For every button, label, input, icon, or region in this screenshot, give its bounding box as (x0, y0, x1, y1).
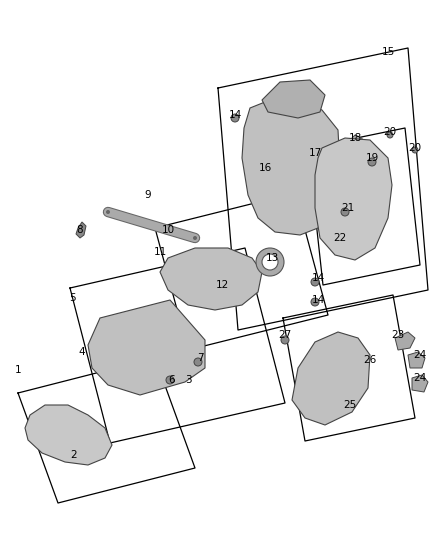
Circle shape (106, 210, 110, 214)
Text: 24: 24 (413, 373, 427, 383)
Circle shape (412, 147, 418, 153)
Polygon shape (348, 135, 362, 158)
Polygon shape (262, 80, 325, 118)
Text: 12: 12 (215, 280, 229, 290)
Text: 26: 26 (364, 355, 377, 365)
Circle shape (341, 208, 349, 216)
Text: 14: 14 (311, 273, 325, 283)
Text: 1: 1 (15, 365, 21, 375)
Text: 10: 10 (162, 225, 175, 235)
Circle shape (256, 248, 284, 276)
Text: 25: 25 (343, 400, 357, 410)
Polygon shape (76, 222, 86, 238)
Text: 6: 6 (169, 375, 175, 385)
Circle shape (387, 132, 393, 138)
Text: 13: 13 (265, 253, 279, 263)
Text: 8: 8 (77, 225, 83, 235)
Polygon shape (88, 300, 205, 395)
Text: 11: 11 (153, 247, 166, 257)
Text: 9: 9 (145, 190, 151, 200)
Text: 17: 17 (308, 148, 321, 158)
Circle shape (311, 278, 319, 286)
Polygon shape (25, 405, 112, 465)
Text: 4: 4 (79, 347, 85, 357)
Circle shape (231, 114, 239, 122)
Text: 20: 20 (383, 127, 396, 137)
Text: 21: 21 (341, 203, 355, 213)
Circle shape (194, 358, 202, 366)
Text: 3: 3 (185, 375, 191, 385)
Text: 14: 14 (311, 295, 325, 305)
Text: 20: 20 (409, 143, 421, 153)
Polygon shape (412, 375, 428, 392)
Text: 27: 27 (279, 330, 292, 340)
Polygon shape (292, 332, 370, 425)
Circle shape (311, 298, 319, 306)
Text: 7: 7 (197, 353, 203, 363)
Circle shape (193, 236, 197, 240)
Text: 23: 23 (392, 330, 405, 340)
Circle shape (281, 336, 289, 344)
Polygon shape (395, 332, 415, 350)
Polygon shape (160, 248, 262, 310)
Text: 16: 16 (258, 163, 272, 173)
Circle shape (368, 158, 376, 166)
Text: 18: 18 (348, 133, 362, 143)
Polygon shape (242, 100, 340, 235)
Text: 5: 5 (69, 293, 75, 303)
Text: 22: 22 (333, 233, 346, 243)
Circle shape (262, 254, 278, 270)
Text: 24: 24 (413, 350, 427, 360)
Text: 14: 14 (228, 110, 242, 120)
Text: 19: 19 (365, 153, 378, 163)
Polygon shape (315, 138, 392, 260)
Text: 2: 2 (71, 450, 78, 460)
Circle shape (166, 376, 174, 384)
Polygon shape (408, 352, 425, 368)
Text: 15: 15 (381, 47, 395, 57)
